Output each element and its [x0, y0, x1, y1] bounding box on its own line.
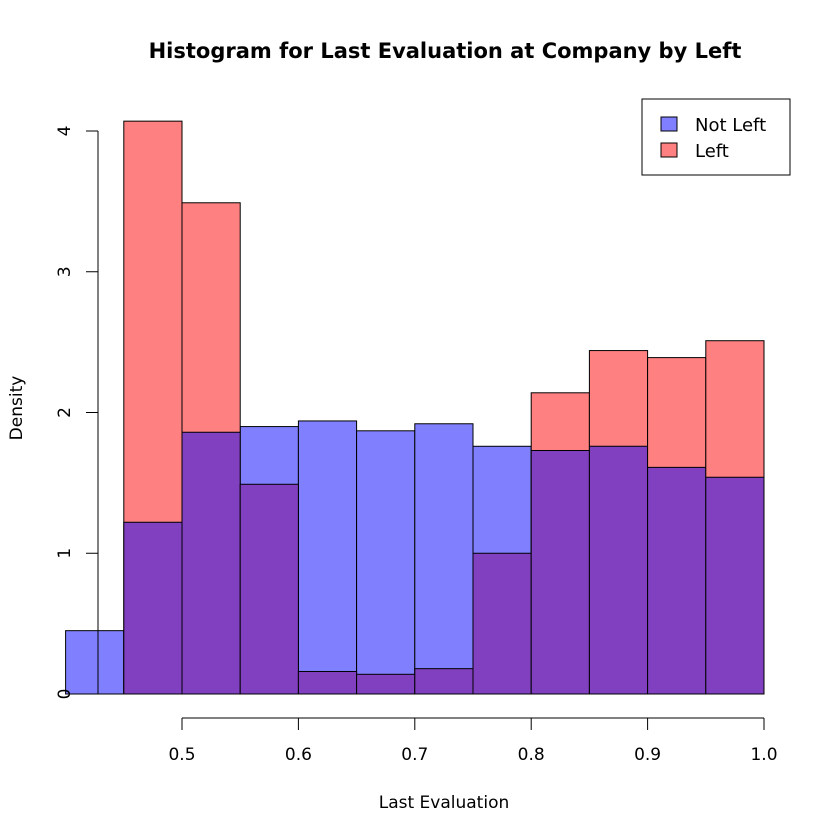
bar-left-excess-8 — [589, 350, 648, 447]
bar-not-left-4 — [297, 420, 358, 695]
bar-left-10 — [705, 340, 765, 695]
y-tick-label-2: 2 — [55, 407, 75, 418]
legend-swatch-not-left — [660, 116, 678, 132]
legend-box — [641, 98, 791, 176]
bar-left-excess-7 — [531, 392, 590, 451]
bar-not-left-0 — [65, 630, 125, 695]
legend-swatch-left — [660, 142, 678, 158]
x-tick-label-1: 0.6 — [285, 745, 312, 765]
bar-overlap-8 — [589, 446, 648, 694]
bar-overlap-0 — [123, 522, 182, 694]
chart-title: Histogram for Last Evaluation at Company… — [149, 39, 742, 63]
y-axis-label: Density — [7, 376, 27, 441]
bar-overlap-9 — [647, 467, 706, 694]
bar-left-excess-10 — [705, 340, 764, 478]
bar-overlap-7 — [531, 450, 590, 694]
x-tick-label-2: 0.7 — [401, 745, 428, 765]
bar-overlap-4 — [356, 674, 415, 694]
x-axis-label: Last Evaluation — [379, 793, 510, 813]
x-tick-label-0: 0.5 — [168, 745, 195, 765]
y-tick-label-1: 1 — [55, 548, 75, 559]
x-tick-label-3: 0.8 — [518, 745, 545, 765]
legend-label-left: Left — [695, 141, 729, 162]
legend: Not Left Left — [641, 98, 791, 176]
bar-overlap-6 — [473, 553, 532, 694]
x-tick-label-4: 0.9 — [634, 745, 661, 765]
bar-left-1 — [181, 202, 241, 695]
bar-left-excess-9 — [647, 357, 706, 468]
bars-group — [65, 120, 765, 695]
x-axis: 0.5 0.6 0.7 0.8 0.9 1.0 — [168, 717, 778, 765]
y-tick-label-4: 4 — [55, 126, 75, 137]
bar-not-left-6 — [414, 423, 474, 695]
bar-left-excess-0 — [123, 121, 182, 523]
y-tick-label-0: 0 — [55, 689, 75, 700]
bar-overlap-5 — [414, 668, 473, 694]
bar-overlap-1 — [182, 432, 241, 694]
bar-overlap-10 — [705, 477, 764, 694]
bar-overlap-2 — [240, 484, 299, 694]
y-axis: 0 1 2 3 4 — [55, 126, 99, 700]
bar-not-left-5 — [356, 430, 416, 695]
bar-overlap-3 — [298, 671, 357, 694]
bar-left-2 — [239, 483, 299, 695]
legend-label-not-left: Not Left — [695, 115, 766, 136]
x-tick-label-5: 1.0 — [750, 745, 777, 765]
bar-left-excess-1 — [182, 202, 241, 433]
y-tick-label-3: 3 — [55, 266, 75, 277]
